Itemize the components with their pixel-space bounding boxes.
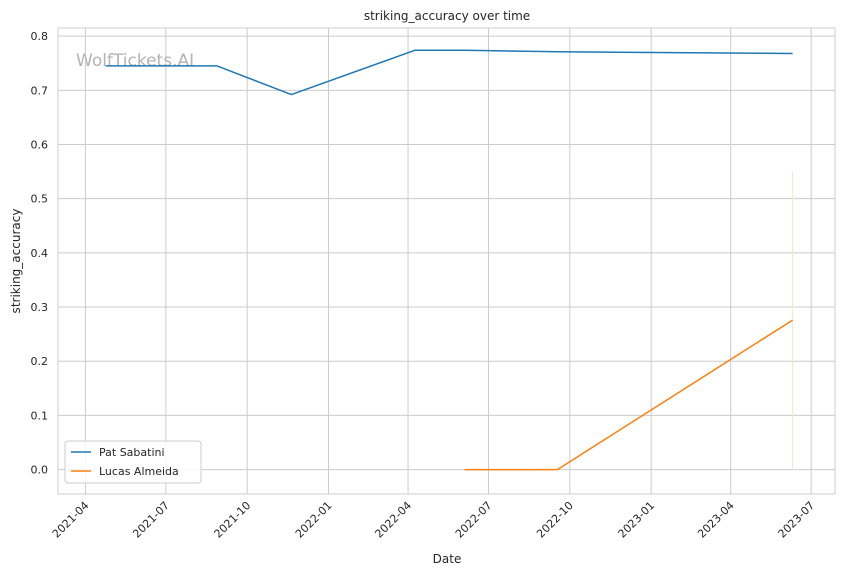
y-axis-label: striking_accuracy <box>9 209 23 314</box>
series-line-1 <box>464 319 794 471</box>
y-tick-label: 0.1 <box>31 409 49 422</box>
legend-box <box>64 440 202 484</box>
legend: Pat Sabatini Lucas Almeida <box>64 440 202 484</box>
x-axis-ticks: 2021-04 2021-07 2021-10 2022-01 2022-04 2022-… <box>50 499 817 541</box>
x-tick-label: 2022-10 <box>534 499 576 541</box>
y-tick-label: 0.7 <box>31 84 49 97</box>
x-tick-label: 2023-07 <box>776 499 818 541</box>
watermark-text: WolfTickets.AI <box>76 51 194 71</box>
plot-area-frame <box>57 27 836 495</box>
y-tick-label: 0.5 <box>31 193 49 206</box>
x-tick-label: 2021-10 <box>212 499 254 541</box>
chart-title: striking_accuracy over time <box>364 9 530 23</box>
y-tick-label: 0.6 <box>31 139 49 152</box>
legend-label-0: Pat Sabatini <box>99 446 165 459</box>
y-tick-label: 0.4 <box>31 247 49 260</box>
x-tick-label: 2023-04 <box>695 499 737 541</box>
y-tick-label: 0.8 <box>31 30 49 43</box>
x-axis-label: Date <box>433 552 462 566</box>
grid <box>58 28 835 494</box>
x-tick-label: 2023-01 <box>616 499 658 541</box>
series-lines <box>105 49 794 471</box>
series-line-0 <box>105 49 793 96</box>
x-tick-label: 2022-07 <box>453 499 495 541</box>
y-tick-label: 0.3 <box>31 301 49 314</box>
x-tick-label: 2021-07 <box>130 499 172 541</box>
x-tick-label: 2022-01 <box>293 499 335 541</box>
x-tick-label: 2021-04 <box>50 499 92 541</box>
y-axis-ticks: 0.0 0.1 0.2 0.3 0.4 0.5 0.6 0.7 0.8 <box>31 30 49 476</box>
y-tick-label: 0.0 <box>31 464 49 477</box>
y-tick-label: 0.2 <box>31 355 49 368</box>
legend-label-1: Lucas Almeida <box>99 465 179 478</box>
x-tick-label: 2022-04 <box>372 499 414 541</box>
